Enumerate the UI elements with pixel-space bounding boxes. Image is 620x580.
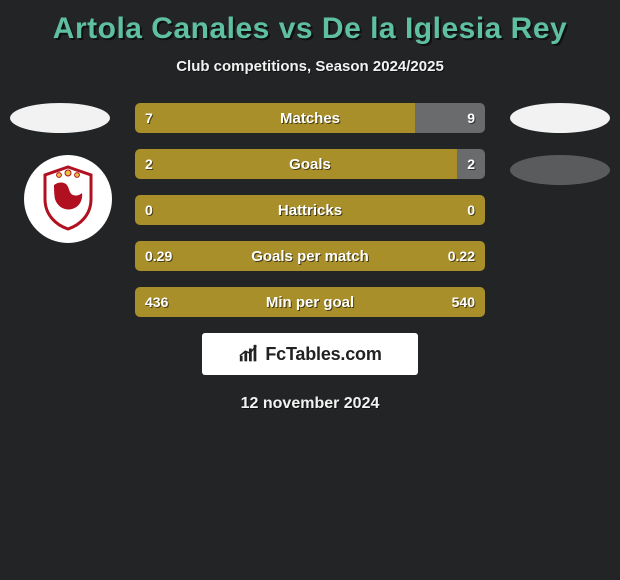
stat-value-left: 7 [135,103,163,133]
bars-chart-icon [238,343,260,365]
player-name-pill-right [510,103,610,133]
club-crest-icon [39,165,97,231]
stat-row: 22Goals [135,149,485,179]
subtitle: Club competitions, Season 2024/2025 [0,58,620,75]
stat-value-right: 0.22 [438,241,485,271]
attribution-text: FcTables.com [265,344,381,365]
stat-value-right: 540 [442,287,485,317]
stat-row: 0.290.22Goals per match [135,241,485,271]
player-name-pill-left [10,103,110,133]
comparison-block: 79Matches22Goals00Hattricks0.290.22Goals… [0,103,620,413]
stat-value-right: 0 [457,195,485,225]
attribution-badge: FcTables.com [202,333,418,375]
stat-row: 436540Min per goal [135,287,485,317]
club-pill-right [510,155,610,185]
stat-bar-left [135,195,485,225]
right-player-col [500,103,620,207]
left-player-col [0,103,120,243]
stat-value-left: 2 [135,149,163,179]
page-title: Artola Canales vs De la Iglesia Rey [0,0,620,46]
stat-value-right: 9 [457,103,485,133]
stat-value-left: 0.29 [135,241,182,271]
stat-value-right: 2 [457,149,485,179]
stat-value-left: 436 [135,287,178,317]
club-badge-left [24,155,112,243]
stat-row: 00Hattricks [135,195,485,225]
stat-value-left: 0 [135,195,163,225]
stat-bar-left [135,149,457,179]
stat-bar-left [135,103,415,133]
snapshot-date: 12 november 2024 [0,395,620,413]
stat-row: 79Matches [135,103,485,133]
stat-bars: 79Matches22Goals00Hattricks0.290.22Goals… [135,103,485,317]
